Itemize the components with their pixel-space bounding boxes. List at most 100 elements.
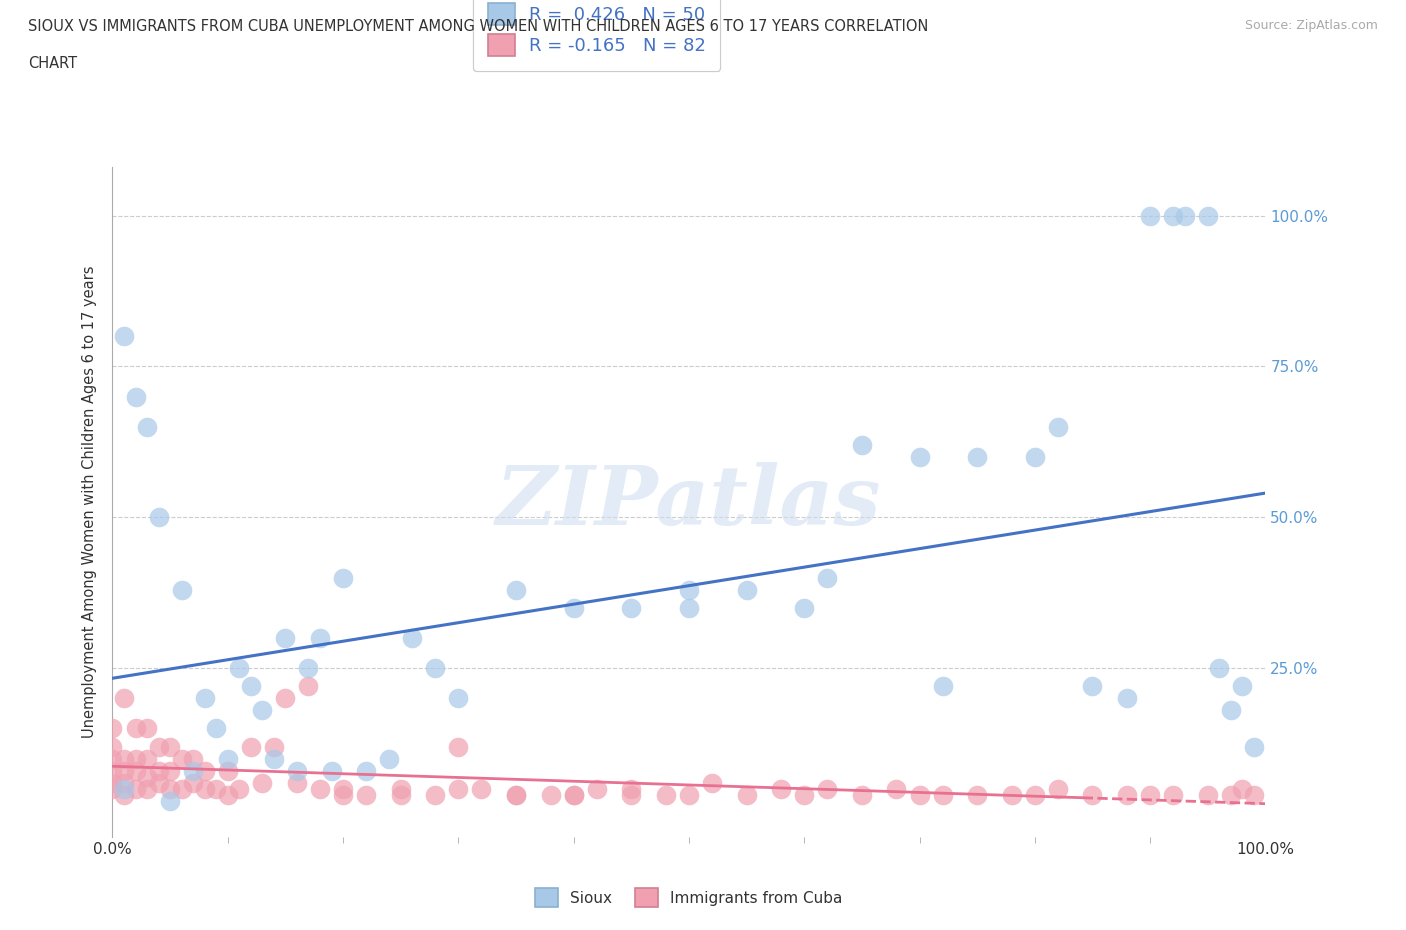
Point [470,781,492,796]
Point [585,781,607,796]
Point [851,437,873,452]
Point [332,570,354,585]
Point [1024,788,1046,803]
Point [170,751,193,766]
Point [217,788,239,803]
Point [332,781,354,796]
Point [908,449,931,464]
Point [101,781,124,796]
Point [1161,208,1184,223]
Point [263,751,285,766]
Point [655,788,678,803]
Point [793,788,815,803]
Point [1001,788,1024,803]
Point [1219,703,1241,718]
Point [285,764,308,778]
Point [815,570,838,585]
Point [170,781,193,796]
Point [217,751,239,766]
Text: Source: ZipAtlas.com: Source: ZipAtlas.com [1244,19,1378,32]
Point [112,764,135,778]
Point [309,631,332,645]
Y-axis label: Unemployment Among Women with Children Ages 6 to 17 years: Unemployment Among Women with Children A… [82,266,97,738]
Point [112,329,135,344]
Point [239,679,262,694]
Point [321,764,343,778]
Point [274,631,297,645]
Text: SIOUX VS IMMIGRANTS FROM CUBA UNEMPLOYMENT AMONG WOMEN WITH CHILDREN AGES 6 TO 1: SIOUX VS IMMIGRANTS FROM CUBA UNEMPLOYME… [28,19,928,33]
Point [124,751,146,766]
Point [620,781,643,796]
Point [389,788,412,803]
Point [354,764,377,778]
Point [354,788,377,803]
Point [159,781,181,796]
Point [112,776,135,790]
Point [620,788,643,803]
Point [136,419,159,434]
Point [205,781,228,796]
Point [908,788,931,803]
Point [1046,419,1069,434]
Point [112,751,135,766]
Point [159,764,181,778]
Point [700,776,723,790]
Point [562,788,585,803]
Point [1219,788,1241,803]
Point [931,679,953,694]
Legend: Sioux, Immigrants from Cuba: Sioux, Immigrants from Cuba [529,883,849,913]
Text: CHART: CHART [28,56,77,71]
Point [378,751,401,766]
Point [309,781,332,796]
Point [297,679,319,694]
Point [112,691,135,706]
Text: ZIPatlas: ZIPatlas [496,462,882,542]
Point [851,788,873,803]
Point [148,764,170,778]
Point [735,788,758,803]
Point [770,781,793,796]
Point [136,751,159,766]
Point [562,601,585,616]
Point [425,660,447,675]
Point [735,582,758,597]
Point [228,781,250,796]
Point [389,781,412,796]
Point [505,582,527,597]
Point [101,739,124,754]
Point [886,781,908,796]
Point [1232,679,1254,694]
Point [966,788,988,803]
Point [1139,788,1161,803]
Point [332,788,354,803]
Point [136,769,159,784]
Point [1081,788,1104,803]
Legend: R =  0.426   N = 50, R = -0.165   N = 82: R = 0.426 N = 50, R = -0.165 N = 82 [472,0,720,71]
Point [112,781,135,796]
Point [815,781,838,796]
Point [1243,739,1265,754]
Point [181,764,204,778]
Point [1116,691,1139,706]
Point [252,703,274,718]
Point [274,691,297,706]
Point [1139,208,1161,223]
Point [148,510,170,525]
Point [194,691,217,706]
Point [1243,788,1265,803]
Point [124,764,146,778]
Point [297,660,319,675]
Point [124,781,146,796]
Point [194,764,217,778]
Point [252,776,274,790]
Point [159,739,181,754]
Point [793,601,815,616]
Point [1116,788,1139,803]
Point [181,776,204,790]
Point [1161,788,1184,803]
Point [263,739,285,754]
Point [217,764,239,778]
Point [239,739,262,754]
Point [1197,788,1219,803]
Point [101,764,124,778]
